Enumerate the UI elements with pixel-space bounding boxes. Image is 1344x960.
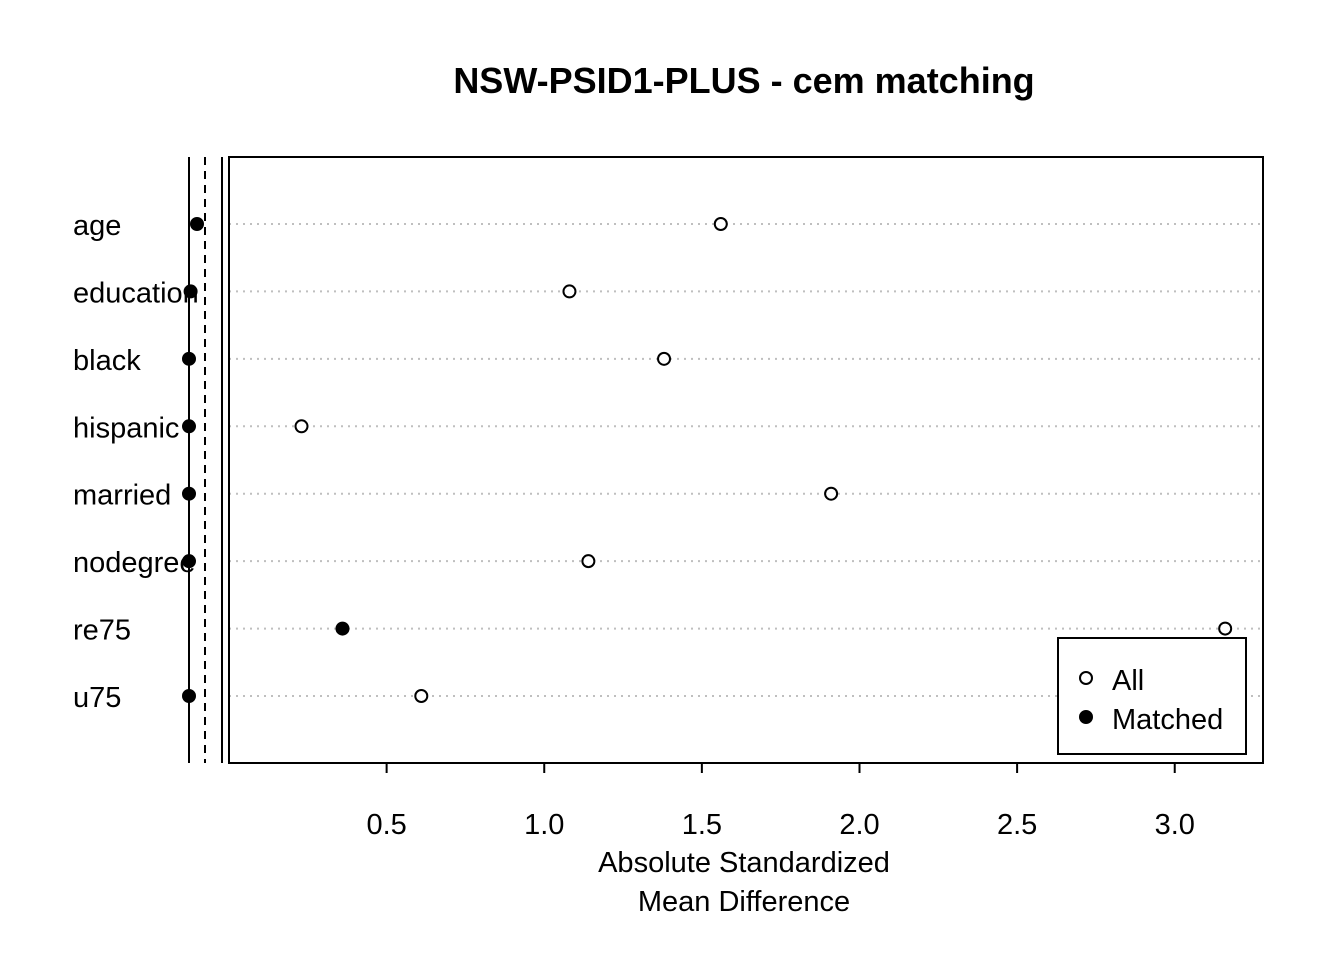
variable-label: education	[73, 277, 199, 309]
point-all	[562, 284, 577, 299]
variable-label: re75	[73, 615, 131, 647]
legend-box	[1057, 637, 1247, 755]
x-axis-label-line2: Mean Difference	[638, 886, 850, 918]
x-tick-label: 2.0	[839, 809, 879, 841]
x-axis: 0.5 1.0 1.5 2.0 2.5 3.0	[366, 763, 1195, 841]
legend: All Matched	[1057, 637, 1247, 755]
left-reference-panel	[188, 157, 223, 763]
point-matched	[183, 284, 198, 299]
x-axis-label-line1: Absolute Standardized	[598, 847, 890, 879]
point-matched	[182, 689, 196, 704]
x-tick-label: 1.5	[682, 809, 722, 841]
point-all	[1218, 621, 1233, 636]
point-all	[824, 486, 839, 501]
point-all	[657, 351, 672, 366]
point-matched	[182, 419, 196, 434]
point-all	[294, 419, 309, 434]
variable-labels: age education black hispanic married nodegree…	[73, 210, 199, 714]
x-tick-label: 3.0	[1155, 809, 1195, 841]
point-matched	[182, 351, 196, 366]
legend-all-label: All	[1112, 665, 1144, 697]
plot-border	[228, 156, 1264, 764]
x-tick-label: 0.5	[366, 809, 406, 841]
x-tick-label: 2.5	[997, 809, 1037, 841]
x-tick-label: 1.0	[524, 809, 564, 841]
legend-all-marker	[1079, 671, 1093, 685]
variable-label: nodegree	[73, 547, 196, 579]
point-all	[414, 689, 429, 704]
chart-title: NSW-PSID1-PLUS - cem matching	[453, 60, 1034, 101]
variable-label: u75	[73, 682, 121, 714]
variable-label: age	[73, 210, 121, 242]
variable-label: hispanic	[73, 412, 179, 444]
legend-matched-label: Matched	[1112, 704, 1223, 736]
point-all	[713, 217, 728, 231]
point-all	[581, 554, 596, 569]
legend-matched-marker	[1079, 710, 1093, 724]
point-matched	[190, 217, 204, 231]
point-matched	[182, 486, 196, 501]
point-matched	[182, 554, 196, 569]
variable-label: married	[73, 480, 171, 512]
point-matched	[335, 621, 350, 636]
variable-label: black	[73, 345, 141, 377]
